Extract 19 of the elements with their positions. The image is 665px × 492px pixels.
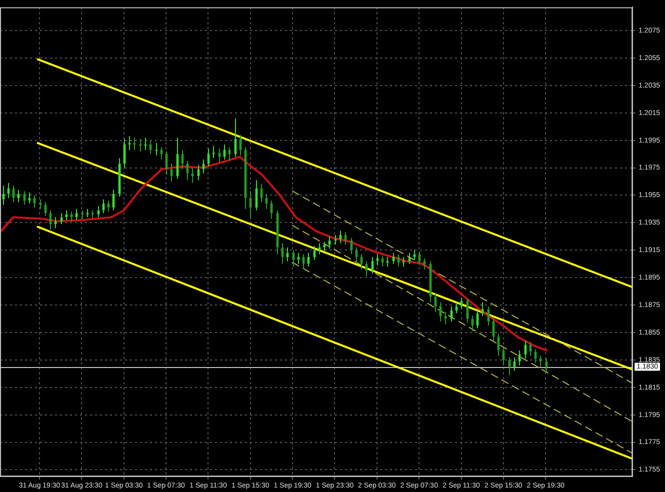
candlestick	[539, 355, 542, 368]
candlestick	[86, 208, 89, 218]
candlestick	[133, 137, 136, 150]
candlestick	[139, 138, 142, 152]
candlestick	[423, 258, 426, 270]
candlestick	[402, 256, 405, 268]
candlestick	[128, 136, 131, 150]
candlestick	[81, 210, 84, 220]
candlestick	[212, 145, 215, 159]
candlestick	[39, 198, 42, 210]
candlestick	[218, 148, 221, 163]
candlestick	[481, 302, 484, 317]
candlestick	[386, 256, 389, 268]
candlestick	[144, 137, 147, 150]
candlestick	[60, 212, 63, 225]
candlestick	[91, 210, 94, 220]
candlestick	[323, 241, 326, 252]
candlestick	[444, 311, 447, 325]
candlestick	[334, 234, 337, 246]
